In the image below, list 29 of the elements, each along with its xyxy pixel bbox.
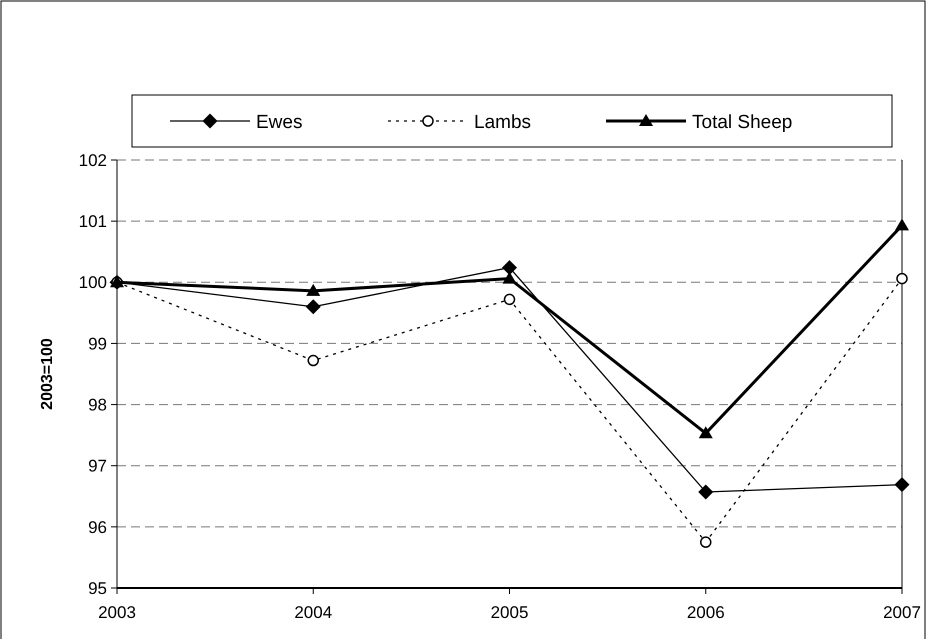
legend-label: Lambs	[474, 112, 532, 133]
point	[698, 484, 714, 500]
x-tick-label: 2003	[98, 603, 136, 622]
y-tick-label: 99	[88, 334, 107, 354]
point	[894, 477, 910, 492]
y-tick-label: 95	[88, 578, 107, 598]
y-tick-label: 102	[78, 150, 107, 170]
x-tick-label: 2005	[490, 603, 528, 622]
point	[896, 272, 908, 284]
legend-label: Total Sheep	[692, 112, 792, 133]
y-tick-label: 100	[78, 273, 107, 292]
point	[306, 299, 321, 314]
x-tick-label: 2007	[883, 603, 921, 622]
point	[700, 536, 712, 548]
point	[895, 218, 909, 230]
point	[502, 272, 516, 284]
point	[502, 260, 517, 276]
y-tick-label: 98	[88, 396, 107, 415]
y-tick-label: 97	[88, 456, 107, 476]
point	[308, 354, 319, 366]
point	[306, 284, 320, 296]
y-axis-title: 2003=100	[39, 338, 56, 410]
y-tick-label: 101	[78, 212, 107, 232]
x-tick-label: 2004	[294, 603, 332, 622]
point	[504, 294, 516, 306]
x-tick-label: 2006	[686, 603, 725, 622]
point	[698, 426, 713, 438]
y-tick-label: 96	[88, 518, 107, 537]
legend-label: Ewes	[256, 112, 302, 133]
